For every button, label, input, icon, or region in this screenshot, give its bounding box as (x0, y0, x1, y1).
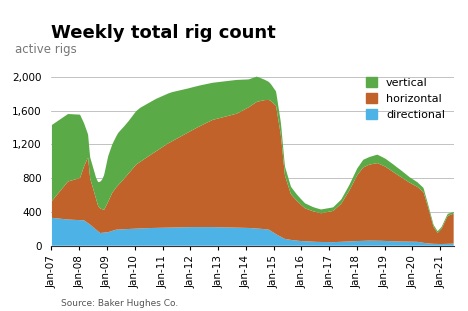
Text: Weekly total rig count: Weekly total rig count (51, 24, 276, 42)
Text: active rigs: active rigs (15, 43, 77, 56)
Legend: vertical, horizontal, directional: vertical, horizontal, directional (363, 74, 448, 123)
Text: Source: Baker Hughes Co.: Source: Baker Hughes Co. (61, 299, 178, 308)
